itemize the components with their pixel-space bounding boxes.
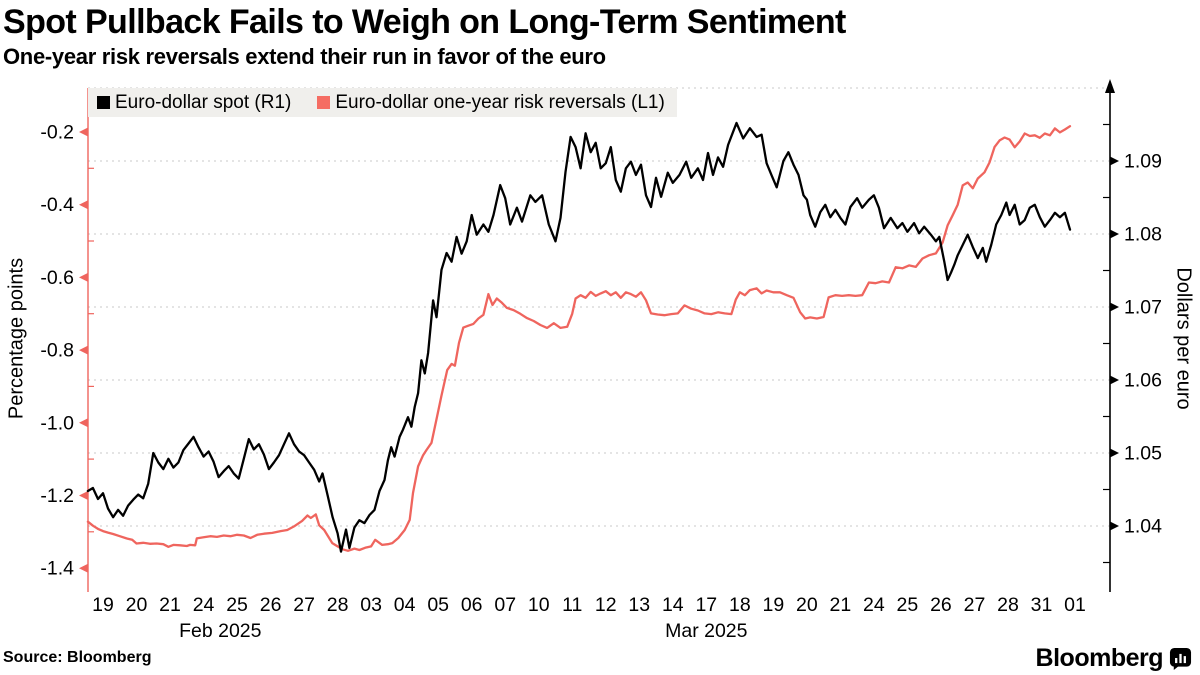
legend-swatch-risk-reversals-icon <box>317 96 331 109</box>
x-axis-tick-label: 14 <box>662 594 684 616</box>
x-axis-tick-label: 25 <box>226 594 248 616</box>
left-axis-tick-arrow <box>79 272 88 282</box>
left-axis-tick-label: -1.4 <box>40 558 74 580</box>
x-axis-tick-label: 24 <box>193 594 215 616</box>
x-axis-tick-label: 18 <box>729 594 751 616</box>
x-axis-tick-label: 20 <box>796 594 818 616</box>
right-axis-tick-arrow <box>1110 229 1119 239</box>
x-axis-tick-label: 19 <box>92 594 114 616</box>
left-axis-tick-arrow <box>79 563 88 573</box>
x-axis-month-label: Mar 2025 <box>665 620 748 642</box>
x-axis-tick-label: 17 <box>695 594 717 616</box>
right-axis-tick-label: 1.09 <box>1124 151 1162 173</box>
x-axis-tick-label: 21 <box>830 594 852 616</box>
x-axis-tick-label: 31 <box>1031 594 1053 616</box>
right-axis-tick-label: 1.05 <box>1124 443 1162 465</box>
x-axis-month-label: Feb 2025 <box>179 620 262 642</box>
x-axis-tick-label: 13 <box>628 594 650 616</box>
series-line-spot <box>86 121 1072 553</box>
right-axis-tick-arrow <box>1110 448 1119 458</box>
bloomberg-terminal-icon <box>1169 647 1192 670</box>
source-credit: Source: Bloomberg <box>3 649 152 666</box>
left-axis-tick-label: -1.2 <box>40 485 74 507</box>
chart-legend: Euro-dollar spot (R1) Euro-dollar one-ye… <box>88 88 677 117</box>
left-axis-tick-arrow <box>79 127 88 137</box>
x-axis-tick-label: 10 <box>528 594 550 616</box>
right-axis-tick-label: 1.04 <box>1124 516 1162 538</box>
x-axis-tick-label: 26 <box>260 594 282 616</box>
left-axis-tick-arrow <box>79 200 88 210</box>
legend-item-risk-reversals: Euro-dollar one-year risk reversals (L1) <box>317 91 665 114</box>
right-axis-tick-label: 1.07 <box>1124 297 1162 319</box>
right-axis-tick-arrow <box>1110 302 1119 312</box>
x-axis-tick-label: 11 <box>562 594 582 616</box>
left-axis-title: Percentage points <box>5 257 28 420</box>
x-axis-tick-label: 12 <box>595 594 617 616</box>
legend-label-risk-reversals: Euro-dollar one-year risk reversals (L1) <box>335 91 665 113</box>
x-axis-tick-label: 28 <box>997 594 1019 616</box>
x-axis-tick-label: 27 <box>293 594 315 616</box>
right-axis-up-arrow <box>1105 79 1115 93</box>
x-axis-tick-label: 26 <box>930 594 952 616</box>
bloomberg-logo: Bloomberg <box>1036 644 1192 673</box>
left-axis-tick-label: -0.4 <box>40 194 74 216</box>
right-axis-tick-arrow <box>1110 375 1119 385</box>
x-axis-tick-label: 20 <box>126 594 148 616</box>
legend-swatch-spot-icon <box>97 96 110 109</box>
bloomberg-wordmark: Bloomberg <box>1035 644 1164 672</box>
right-axis-tick-label: 1.06 <box>1124 370 1162 392</box>
chart-header: Spot Pullback Fails to Weigh on Long-Ter… <box>3 0 846 70</box>
left-axis-tick-label: -0.6 <box>40 267 74 289</box>
left-axis-tick-arrow <box>79 345 88 355</box>
legend-label-spot: Euro-dollar spot (R1) <box>115 91 292 113</box>
x-axis-tick-label: 06 <box>461 594 483 616</box>
left-axis-tick-arrow <box>79 491 88 500</box>
page-subtitle: One-year risk reversals extend their run… <box>3 44 606 69</box>
series-line-risk-reversals <box>86 125 1072 552</box>
right-axis-title: Dollars per euro <box>1172 267 1195 410</box>
left-axis-tick-label: -1.0 <box>40 412 74 434</box>
x-axis-tick-label: 04 <box>394 594 416 616</box>
legend-item-spot: Euro-dollar spot (R1) <box>97 92 291 114</box>
left-axis-tick-arrow <box>79 418 88 428</box>
right-axis-tick-arrow <box>1110 521 1119 531</box>
page-title: Spot Pullback Fails to Weigh on Long-Ter… <box>3 3 846 41</box>
right-axis-tick-label: 1.08 <box>1124 224 1162 246</box>
x-axis-tick-label: 07 <box>494 594 516 616</box>
x-axis-tick-label: 01 <box>1064 594 1086 616</box>
x-axis-tick-label: 24 <box>863 594 885 616</box>
x-axis-tick-label: 19 <box>762 594 784 616</box>
x-axis-tick-label: 21 <box>159 594 181 616</box>
left-axis-tick-label: -0.2 <box>40 122 74 144</box>
left-axis-tick-label: -0.8 <box>40 340 74 362</box>
right-axis-tick-arrow <box>1110 156 1119 166</box>
x-axis-tick-label: 05 <box>427 594 449 616</box>
x-axis-tick-label: 03 <box>360 594 382 616</box>
x-axis-tick-label: 25 <box>897 594 919 616</box>
x-axis-tick-label: 28 <box>327 594 349 616</box>
x-axis-tick-label: 27 <box>964 594 986 616</box>
